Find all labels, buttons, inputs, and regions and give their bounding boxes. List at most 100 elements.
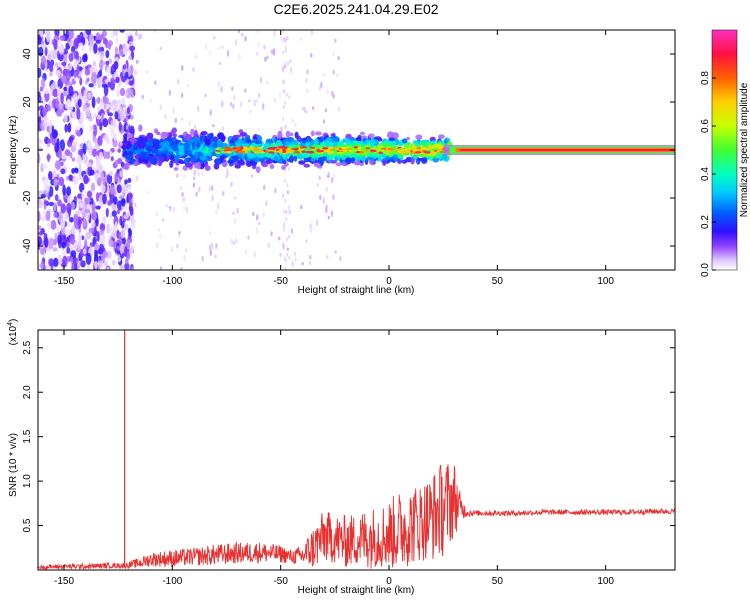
spectrogram-cell	[290, 228, 294, 234]
spectrogram-cell	[124, 262, 130, 270]
spectrogram-cell	[300, 146, 308, 149]
spectrogram-cell	[284, 198, 287, 203]
spectrogram-cell	[88, 44, 93, 52]
colorbar-gradient	[711, 29, 738, 271]
spectrogram-cell	[73, 262, 78, 270]
spectrogram-cell	[109, 212, 113, 219]
spectrogram-cell	[235, 146, 241, 150]
spectrogram-cell	[82, 54, 88, 63]
spectrogram-cell	[127, 88, 134, 96]
snr-y-label: SNR (10 * v/v)	[8, 433, 19, 497]
spectrogram-cell	[215, 242, 218, 249]
spectrogram-cell	[60, 203, 66, 214]
spectrogram-cell	[137, 33, 141, 41]
spectrogram-cell	[369, 159, 375, 165]
spectrogram-cell	[180, 267, 183, 270]
spectrogram-cell	[368, 153, 375, 158]
spectrogram-cell	[282, 134, 285, 139]
spectrogram-cell	[376, 156, 382, 162]
spectrogram-cell	[211, 194, 214, 202]
spectrogram-x-tick-label: -100	[162, 276, 182, 287]
spectrogram-cell	[119, 113, 125, 121]
spectrogram-cell	[392, 146, 399, 149]
spectrogram-cell	[208, 186, 212, 192]
spectrogram-cell	[282, 116, 285, 121]
colorbar: 0.0 0.2 0.4 0.6 0.8 Normalized spectral ampl…	[700, 29, 750, 277]
spectrogram-cell	[159, 233, 162, 240]
spectrogram-cell	[116, 88, 121, 98]
spectrogram-cell	[129, 249, 132, 256]
spectrogram-cell	[121, 165, 129, 170]
spectrogram-cell	[63, 113, 68, 123]
spectrogram-cell	[285, 217, 288, 222]
spectrogram-cell	[168, 154, 175, 161]
spectrogram-cell	[382, 150, 389, 153]
spectrogram-cell	[237, 138, 243, 146]
spectrogram-cell	[190, 128, 195, 136]
spectrogram-cell	[156, 131, 161, 136]
snr-y-tick-label: 2.5	[22, 340, 33, 354]
spectrogram-cell	[52, 88, 59, 98]
spectrogram-cell	[124, 71, 129, 78]
spectrogram-cell	[288, 166, 291, 171]
spectrogram-cell	[262, 211, 265, 218]
snr-x-ticks: -150 -100 -50 0 50 100	[54, 330, 614, 587]
spectrogram-cell	[64, 123, 68, 133]
spectrogram-cell	[284, 258, 287, 263]
spectrogram-cell	[293, 148, 299, 151]
spectrogram-cell	[119, 244, 124, 255]
spectrogram-cell	[41, 163, 48, 169]
spectrogram-cell	[128, 266, 131, 270]
spectrogram-cell	[58, 176, 65, 187]
spectrogram-cell	[45, 184, 50, 194]
spectrogram-cell	[128, 80, 134, 86]
spectrogram-cell	[80, 111, 84, 123]
spectrogram-cell	[257, 127, 260, 132]
spectrogram-cell	[129, 137, 137, 142]
spectrogram-cell	[267, 242, 271, 249]
spectrogram-cell	[66, 241, 70, 249]
spectrogram-cell	[181, 191, 184, 197]
spectrogram-cell	[125, 116, 128, 123]
snr-frame	[37, 329, 676, 571]
spectrogram-cell	[93, 112, 97, 119]
spectrogram-cell	[256, 98, 259, 104]
spectrogram-cell	[115, 36, 119, 44]
spectrogram-cell	[38, 94, 42, 103]
spectrogram-cell	[310, 130, 315, 137]
spectrogram-cell	[76, 198, 83, 204]
spectrogram-cell	[239, 101, 243, 108]
spectrogram-cell	[164, 114, 167, 120]
spectrogram-cell	[269, 163, 275, 170]
spectrogram-cell	[253, 251, 257, 258]
spectrogram-cell	[105, 151, 111, 160]
spectrogram-cell	[131, 267, 134, 270]
colorbar-tick-label: 0.4	[700, 167, 711, 181]
spectrogram-cell	[40, 194, 46, 199]
spectrogram-cell	[201, 255, 204, 262]
spectrogram-cell	[106, 66, 110, 77]
spectrogram-cell	[347, 149, 355, 152]
spectrogram-cell	[277, 130, 283, 139]
spectrogram-cell	[100, 184, 106, 194]
spectrogram-cell	[282, 148, 287, 152]
spectrogram-cell	[224, 150, 233, 154]
spectrogram-cell	[54, 30, 60, 37]
snr-multiplier: (x104)	[7, 319, 19, 346]
spectrogram-cell	[243, 154, 248, 160]
spectrogram-cell	[140, 151, 146, 160]
spectrogram-cell	[340, 146, 347, 150]
spectrogram-cell	[403, 150, 412, 154]
spectrogram-cell	[116, 184, 122, 194]
spectrogram-cell	[51, 129, 58, 139]
spectrogram-cell	[244, 249, 248, 256]
spectrogram-cell	[179, 160, 186, 165]
spectrogram-cell	[193, 169, 196, 176]
spectrogram-cell	[72, 93, 78, 105]
spectrogram-cell	[60, 153, 67, 160]
spectrogram-cell	[80, 260, 86, 268]
spectrogram-cell	[123, 133, 128, 141]
spectrogram-cell	[291, 118, 294, 124]
snr-x-tick-label: 0	[386, 576, 392, 587]
spectrogram-cell	[121, 237, 127, 245]
